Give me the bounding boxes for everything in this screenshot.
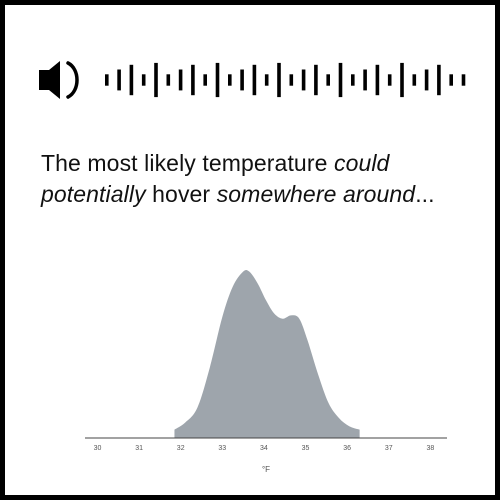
waveform-bar: [277, 62, 281, 98]
waveform-bar: [105, 74, 109, 86]
x-tick-label: 35: [302, 445, 310, 452]
x-tick-label: 36: [343, 445, 351, 452]
waveform-bar: [461, 74, 466, 86]
temperature-caption: The most likely temperature could potent…: [41, 148, 481, 210]
waveform-bar: [301, 69, 306, 91]
x-tick-label: 37: [385, 445, 393, 452]
speaker-wave-arc: [66, 61, 79, 99]
density-area: [174, 269, 360, 438]
x-axis-ticks: 30 31 32 33 34 35 36 37 38: [94, 445, 435, 452]
waveform-bar: [363, 69, 367, 91]
caption-text-2: hover: [145, 181, 217, 207]
x-axis-label: °F: [262, 465, 270, 474]
waveform-bar: [129, 64, 134, 96]
waveform-bar: [437, 64, 441, 96]
waveform-bar: [326, 74, 330, 86]
waveform-bar: [338, 62, 343, 98]
audio-waveform[interactable]: [105, 49, 475, 111]
caption-emphasis-2: somewhere around: [216, 181, 416, 207]
caption-text-1: The most likely temperature: [41, 150, 334, 176]
waveform-bar: [240, 69, 244, 91]
temperature-density-chart: 30 31 32 33 34 35 36 37 38 °F: [85, 269, 447, 474]
x-tick-label: 34: [260, 445, 268, 452]
x-tick-label: 33: [218, 445, 226, 452]
waveform-bar: [289, 74, 294, 86]
x-tick-label: 31: [135, 445, 143, 452]
waveform-bar: [154, 62, 158, 98]
caption-emphasis-1: could potentially: [41, 150, 390, 207]
waveform-bar: [449, 74, 453, 86]
waveform-bar: [351, 74, 355, 86]
waveform-bar: [400, 62, 404, 98]
waveform-bar: [203, 74, 207, 86]
audio-player[interactable]: [35, 49, 475, 111]
waveform-bar: [215, 62, 220, 98]
waveform-bar: [314, 64, 318, 96]
waveform-bar: [424, 69, 429, 91]
speaker-icon[interactable]: [35, 49, 97, 111]
waveform-bar: [412, 74, 417, 86]
waveform-bar: [178, 69, 183, 91]
x-tick-label: 30: [94, 445, 102, 452]
waveform-bar: [264, 74, 269, 86]
waveform-bar: [117, 69, 121, 91]
waveform-bar: [252, 64, 257, 96]
waveform-bar: [166, 74, 171, 86]
speaker-body: [39, 61, 60, 99]
waveform-bar: [228, 74, 232, 86]
waveform-bar: [387, 74, 392, 86]
caption-ellipsis: ...: [415, 181, 435, 207]
waveform-bar: [141, 74, 146, 86]
x-tick-label: 32: [177, 445, 185, 452]
waveform-bar: [375, 64, 380, 96]
waveform-bar: [191, 64, 195, 96]
x-tick-label: 38: [426, 445, 434, 452]
